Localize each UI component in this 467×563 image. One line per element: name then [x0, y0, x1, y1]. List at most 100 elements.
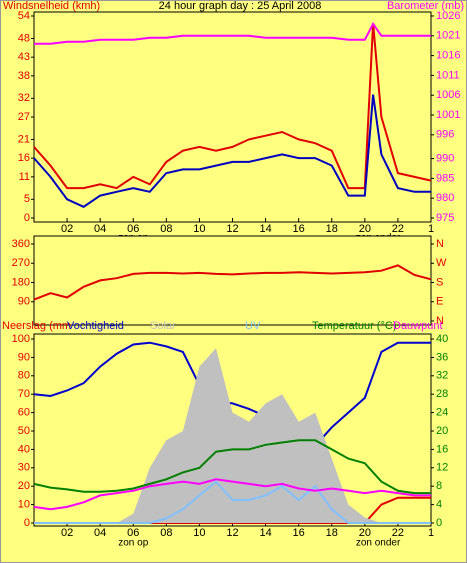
- y-tick-label: 100: [12, 333, 30, 345]
- x-tick-label: 12: [226, 223, 238, 235]
- y-tick-label: 20: [18, 480, 30, 492]
- y-tick-label: 32: [18, 92, 30, 104]
- x-tick-label: 1: [428, 223, 434, 235]
- y-tick-label: 90: [18, 296, 30, 308]
- annotation: zon onder: [356, 538, 401, 549]
- x-tick-label: 06: [127, 223, 139, 235]
- line: [33, 264, 432, 301]
- y-tick-label: 10: [18, 499, 30, 511]
- annotation: zon op: [118, 538, 148, 549]
- area: [34, 348, 431, 523]
- legend-label: Neerslag (mm: [2, 320, 71, 332]
- x-tick-label: 18: [326, 527, 338, 539]
- x-tick-label: 04: [94, 527, 106, 539]
- chart-title: 24 hour graph day : 25 April 2008: [159, 0, 322, 12]
- y-tick-label: 16: [18, 152, 30, 164]
- x-tick-label: 1: [428, 527, 434, 539]
- y2-tick-label: 1026: [436, 10, 460, 22]
- y-tick-label: 360: [12, 238, 30, 250]
- x-tick-label: 22: [392, 223, 404, 235]
- x-tick-label: 20: [359, 223, 371, 235]
- y2-tick-label: 1016: [436, 50, 460, 62]
- x-tick-label: 08: [160, 223, 172, 235]
- y2-tick-label: 0: [436, 517, 442, 529]
- x-tick-label: 16: [293, 223, 305, 235]
- y2-tick-label: 12: [436, 462, 448, 474]
- legend-label: Dauwpunt: [393, 320, 443, 332]
- y-tick-label: 48: [18, 32, 30, 44]
- y2-tick-label: 24: [436, 407, 448, 419]
- x-tick-label: 02: [61, 527, 73, 539]
- x-tick-label: 08: [160, 527, 172, 539]
- y2-tick-label: S: [436, 276, 443, 288]
- y-tick-label: 80: [18, 370, 30, 382]
- x-tick-label: 06: [127, 527, 139, 539]
- y-tick-label: 27: [18, 111, 30, 123]
- x-tick-label: 16: [293, 527, 305, 539]
- x-tick-label: 18: [326, 223, 338, 235]
- y2-tick-label: 40: [436, 333, 448, 345]
- line: [34, 21, 431, 45]
- y2-tick-label: 20: [436, 425, 448, 437]
- y2-tick-label: 36: [436, 351, 448, 363]
- line: [33, 341, 431, 448]
- line: [33, 439, 431, 495]
- y2-tick-label: 990: [436, 152, 454, 164]
- y-tick-label: 5: [24, 193, 30, 205]
- y-tick-label: 54: [18, 10, 30, 22]
- y2-tick-label: N: [436, 315, 444, 327]
- y2-tick-label: 996: [436, 129, 454, 141]
- y2-tick-label: 985: [436, 172, 454, 184]
- y-tick-label: 0: [24, 212, 30, 224]
- y-axis-label: Windsnelheid (kmh): [3, 0, 100, 12]
- y-tick-label: 40: [18, 443, 30, 455]
- y2-tick-label: 16: [436, 443, 448, 455]
- legend-label: Solar: [150, 320, 176, 332]
- x-tick-label: 14: [259, 527, 271, 539]
- x-tick-label: 12: [226, 527, 238, 539]
- x-tick-label: 02: [61, 223, 73, 235]
- y2-tick-label: 4: [436, 499, 442, 511]
- line: [33, 23, 432, 190]
- y2-tick-label: 28: [436, 388, 448, 400]
- y2-tick-label: 980: [436, 192, 454, 204]
- plot-area: [33, 235, 432, 326]
- y2-tick-label: W: [436, 257, 447, 269]
- y2-tick-label: 1006: [436, 89, 460, 101]
- y2-tick-label: 1021: [436, 30, 460, 42]
- y2-tick-label: 8: [436, 480, 442, 492]
- y-tick-label: 30: [18, 462, 30, 474]
- line: [33, 94, 431, 208]
- y-tick-label: 60: [18, 407, 30, 419]
- y-tick-label: 270: [12, 257, 30, 269]
- y2-tick-label: 1011: [436, 69, 460, 81]
- legend-label: Temperatuur (°C): [312, 320, 396, 332]
- y-tick-label: 21: [18, 133, 30, 145]
- y2-tick-label: 1001: [436, 109, 460, 121]
- y2-tick-label: N: [436, 238, 444, 250]
- y-tick-label: 11: [19, 171, 30, 183]
- y-tick-label: 38: [18, 70, 30, 82]
- y-tick-label: 90: [18, 351, 30, 363]
- line: [34, 480, 431, 524]
- legend-label: Vochtigheid: [67, 320, 124, 332]
- x-tick-label: 22: [392, 527, 404, 539]
- x-tick-label: 20: [359, 527, 371, 539]
- legend-label: UV: [245, 320, 261, 332]
- y2-axis-label: Barometer (mb): [387, 0, 464, 12]
- y2-tick-label: E: [436, 296, 443, 308]
- y-tick-label: 0: [24, 517, 30, 529]
- y-tick-label: 50: [18, 425, 30, 437]
- y2-tick-label: 975: [436, 212, 454, 224]
- y2-tick-label: 32: [436, 370, 448, 382]
- y-tick-label: 180: [12, 276, 30, 288]
- line: [33, 478, 431, 511]
- y-tick-label: 43: [18, 51, 30, 63]
- x-tick-label: 14: [259, 223, 271, 235]
- x-tick-label: 10: [193, 527, 205, 539]
- y-tick-label: 70: [18, 388, 30, 400]
- x-tick-label: 04: [94, 223, 106, 235]
- x-tick-label: 10: [193, 223, 205, 235]
